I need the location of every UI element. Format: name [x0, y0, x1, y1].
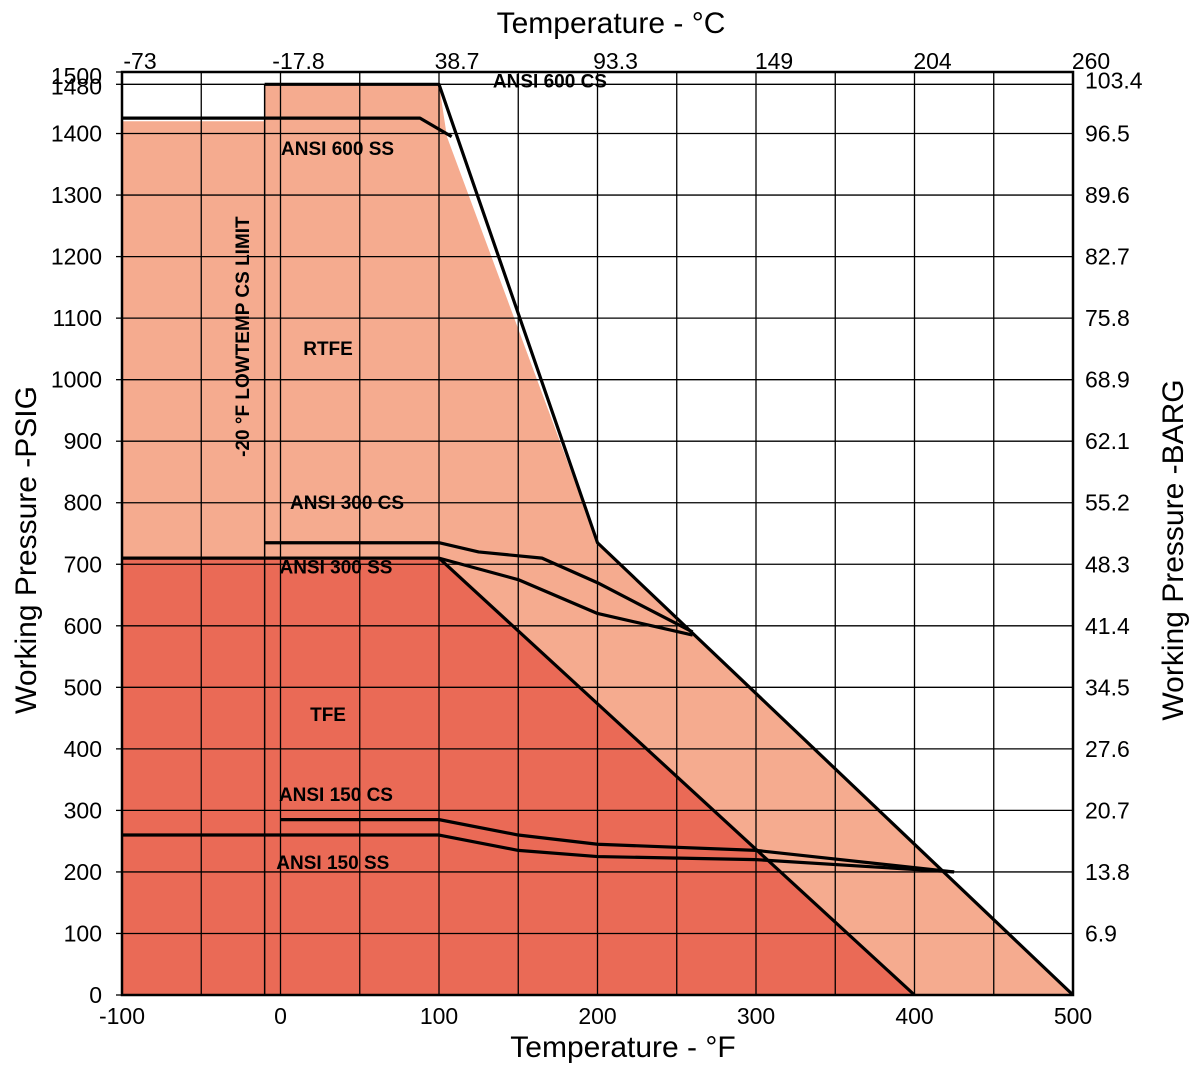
y-tick-label-right: 34.5	[1085, 674, 1130, 700]
y-tick-label-left: 1500	[51, 63, 102, 89]
y-tick-label-right: 6.9	[1085, 920, 1117, 946]
x-tick-label-top: -73	[123, 48, 156, 74]
x-tick-label-top: 149	[755, 48, 793, 74]
x-tick-label-bottom: 500	[1054, 1003, 1092, 1029]
y-ticks-left: 0 100 200 300 400 500 600 700 800 900 1000 1100 1200…	[51, 63, 122, 1008]
y-tick-label-left: 500	[64, 674, 102, 700]
y-tick-label-right: 103.4	[1085, 67, 1143, 93]
curve-tfe-boundary	[437, 556, 916, 997]
y-axis-title-right: Working Pressure -BARG	[1157, 379, 1190, 720]
rating-curves	[122, 82, 1075, 997]
y-tick-label-right: 96.5	[1085, 121, 1130, 147]
y-tick-label-left: 0	[89, 982, 102, 1008]
x-ticks-top: -73 -17.8 38.7 93.3 149 204 260	[123, 48, 1110, 74]
plot-frame	[120, 70, 1075, 997]
y-tick-label-left: 1400	[51, 121, 102, 147]
annotation-ansi-150-cs: ANSI 150 CS	[279, 785, 393, 806]
x-tick-label-top: 260	[1072, 48, 1110, 74]
y-tick-label-right: 89.6	[1085, 182, 1130, 208]
y-tick-label-right: 68.9	[1085, 367, 1130, 393]
y-tick-label-left: 1300	[51, 182, 102, 208]
y-tick-label-left: 100	[64, 920, 102, 946]
x-ticks-bottom: -100 0 100 200 300 400 500	[99, 1003, 1092, 1029]
y-tick-label-left: 300	[64, 797, 102, 823]
y-tick-label-left: 1480	[51, 73, 102, 99]
curve-ansi-300-cs	[264, 541, 694, 634]
y-tick-label-right: 75.8	[1085, 305, 1130, 331]
y-tick-label-right: 27.6	[1085, 736, 1130, 762]
y-ticks-right: 6.9 13.8 20.7 27.6 34.5 41.4 48.3 55.2 62.1 68.9 7…	[1085, 67, 1143, 946]
y-tick-label-left: 400	[64, 736, 102, 762]
y-tick-label-left: 1100	[53, 305, 102, 331]
x-tick-label-bottom: 300	[737, 1003, 775, 1029]
x-tick-label-bottom: 0	[274, 1003, 287, 1029]
annotation-tfe: TFE	[310, 705, 346, 726]
grid	[122, 72, 1073, 995]
x-tick-label-bottom: 400	[895, 1003, 933, 1029]
y-tick-label-right: 48.3	[1085, 551, 1130, 577]
y-tick-label-right: 82.7	[1085, 244, 1130, 270]
curve-ansi-150-cs	[280, 818, 955, 874]
y-tick-label-right: 55.2	[1085, 490, 1130, 516]
x-tick-label-bottom: 200	[578, 1003, 616, 1029]
y-tick-label-left: 200	[64, 859, 102, 885]
x-tick-label-top: 38.7	[435, 48, 480, 74]
annotation-ansi-600-cs: ANSI 600 CS	[493, 71, 607, 92]
y-tick-label-left: 800	[64, 490, 102, 516]
x-axis-title-bottom: Temperature - °F	[510, 1031, 735, 1064]
y-axis-title-left: Working Pressure -PSIG	[10, 386, 43, 714]
y-tick-label-right: 20.7	[1085, 797, 1130, 823]
x-tick-label-bottom: -100	[99, 1003, 145, 1029]
x-axis-title-top: Temperature - °C	[497, 7, 726, 40]
curve-ansi-150-ss	[122, 833, 955, 874]
annotation-ansi-150-ss: ANSI 150 SS	[276, 853, 389, 874]
x-tick-label-top: 93.3	[593, 48, 638, 74]
curve-ansi-300-ss	[122, 556, 693, 637]
curve-ansi-600-ss	[122, 116, 453, 138]
x-tick-label-bottom: 100	[420, 1003, 458, 1029]
annotation-20-f-lowtemp-cs-limit: -20 °F LOWTEMP CS LIMIT	[233, 216, 254, 457]
x-tick-label-top: 204	[913, 48, 952, 74]
y-tick-label-left: 600	[64, 613, 102, 639]
annotation-ansi-300-cs: ANSI 300 CS	[290, 493, 404, 514]
annotation-ansi-600-ss: ANSI 600 SS	[281, 139, 394, 160]
y-tick-label-left: 900	[64, 428, 102, 454]
annotation-ansi-300-ss: ANSI 300 SS	[279, 557, 392, 578]
y-tick-label-left: 1000	[51, 367, 102, 393]
annotation-rtfe: RTFE	[303, 339, 353, 360]
y-tick-label-right: 41.4	[1085, 613, 1130, 639]
y-tick-label-left: 700	[64, 551, 102, 577]
y-tick-label-right: 13.8	[1085, 859, 1130, 885]
y-tick-label-left: 1200	[51, 244, 102, 270]
annotations: ANSI 600 CS ANSI 600 SS RTFE ANSI 300 CS ANS…	[233, 71, 607, 873]
curve-ansi-600-cs	[264, 82, 1075, 997]
x-tick-label-top: -17.8	[272, 48, 324, 74]
y-tick-label-right: 62.1	[1085, 428, 1130, 454]
